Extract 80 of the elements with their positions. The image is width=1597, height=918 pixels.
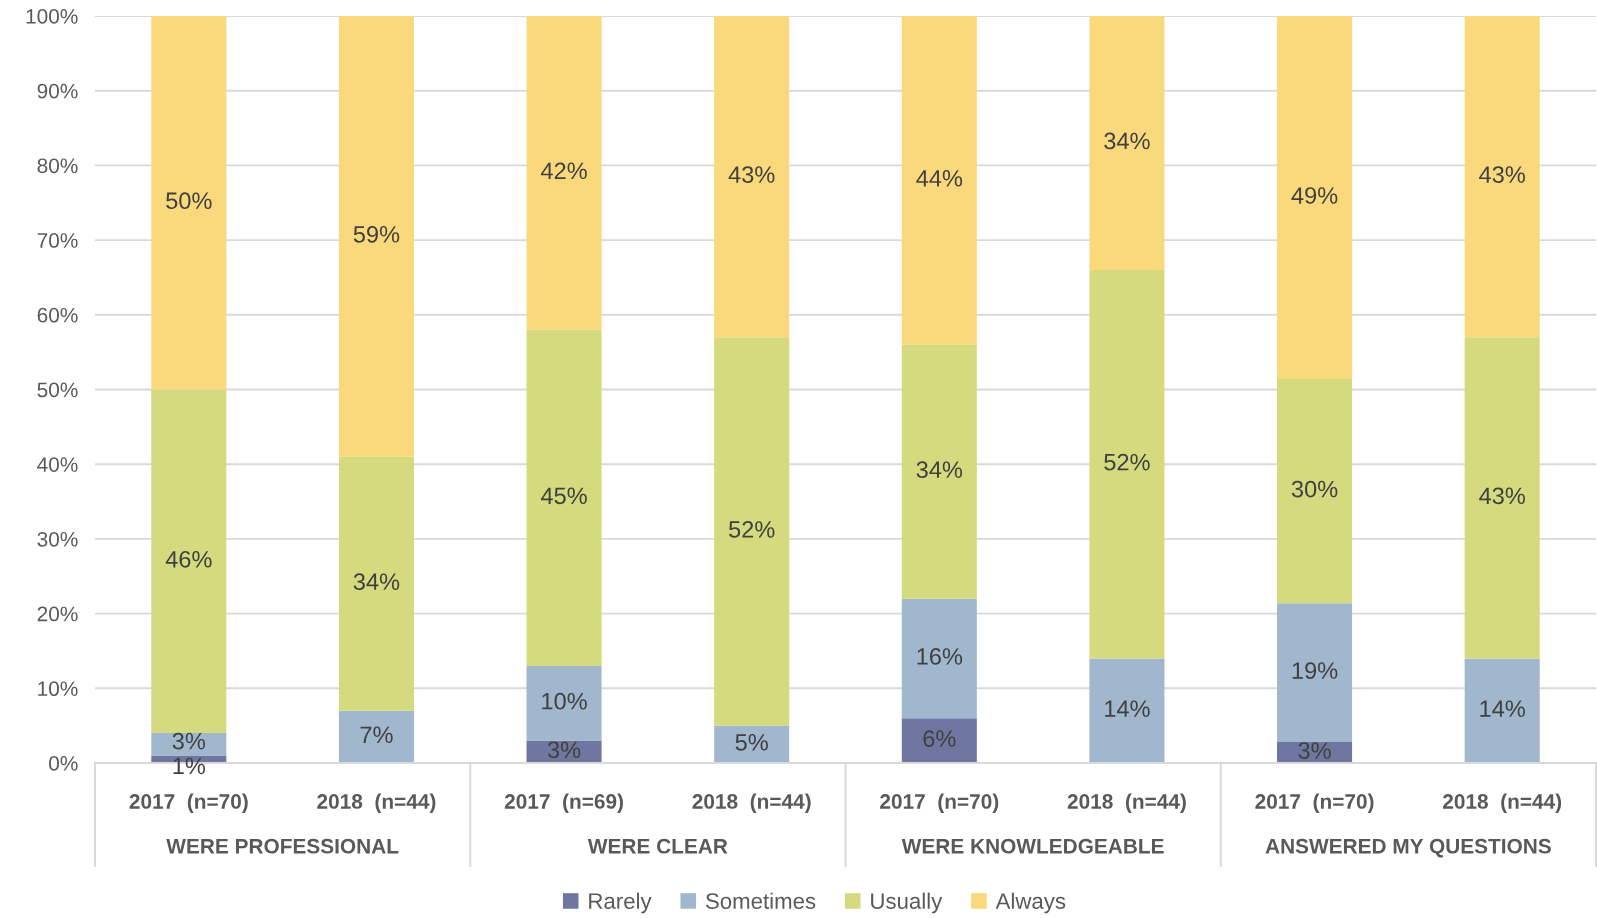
x-tick-label: 2018 (n=44) (317, 793, 436, 813)
data-label: 34% (1104, 132, 1150, 150)
data-label: 46% (165, 550, 212, 568)
bar (1277, 603, 1353, 743)
y-tick-label: 20% (37, 606, 78, 622)
bar (1089, 269, 1165, 659)
data-label: 52% (1104, 453, 1150, 471)
legend-label: Sometimes (705, 892, 816, 909)
y-tick-label: 10% (38, 681, 78, 697)
y-tick-label: 50% (37, 382, 78, 398)
bar (151, 16, 227, 390)
data-label: 43% (728, 166, 775, 183)
y-tick-label: 90% (37, 83, 78, 99)
text: WERE KNOWLEDGEABLE (901, 838, 1164, 854)
bar (1089, 658, 1165, 763)
bar (1464, 658, 1540, 763)
bar (338, 16, 414, 457)
data-label: 14% (1480, 700, 1525, 717)
data-label: 50% (166, 192, 212, 210)
bar (901, 718, 977, 763)
data-label: 16% (917, 648, 963, 665)
x-tick-label: 2017 (n=70) (880, 793, 999, 813)
data-label: 43% (1479, 487, 1525, 505)
x-tick-label: 2017 (n=70) (1255, 793, 1374, 813)
data-label: 44% (916, 170, 963, 187)
x-tick-label: 2017 (n=69) (504, 793, 623, 813)
y-tick-label: 70% (37, 233, 78, 248)
data-label: 59% (353, 225, 400, 243)
data-label: 6% (923, 730, 956, 747)
y-tick-label: 100% (26, 9, 78, 24)
text: ANSWERED MY QUESTIONS (1265, 838, 1551, 858)
x-tick-label: 2017 (n=70) (129, 793, 248, 813)
bar (1277, 16, 1353, 380)
bar (151, 389, 227, 734)
data-label: 45% (540, 487, 587, 505)
bar (526, 665, 602, 741)
data-label: 5% (735, 734, 768, 751)
bar (526, 16, 602, 330)
legend-label: Rarely (589, 892, 652, 914)
bar (1464, 337, 1540, 659)
y-tick-label: 0% (49, 756, 78, 771)
data-label: 14% (1105, 700, 1150, 717)
x-tick-label: 2018 (n=44) (692, 793, 811, 813)
y-tick-label: 40% (37, 457, 78, 472)
data-label: 30% (1291, 480, 1338, 498)
data-label: 43% (1479, 166, 1525, 183)
data-label: 34% (916, 461, 963, 479)
data-label: 19% (1292, 662, 1338, 679)
text: WERE PROFESSIONAL (166, 838, 399, 854)
bar (901, 344, 977, 599)
bar (151, 733, 227, 756)
x-tick-label: 2018 (n=44) (1067, 793, 1186, 813)
data-label: 7% (360, 726, 393, 744)
bar (526, 329, 602, 666)
x-tick-label: 2018 (n=44) (1442, 793, 1562, 813)
bar (1089, 16, 1165, 270)
data-label: 3% (547, 741, 581, 759)
bar (1277, 379, 1353, 604)
y-tick-label: 30% (37, 531, 78, 547)
bar (1464, 16, 1540, 338)
data-label: 3% (172, 732, 206, 750)
legend-label: Always (995, 892, 1066, 914)
bar (901, 598, 977, 719)
data-label: 1% (173, 757, 206, 775)
data-label: 10% (542, 692, 587, 710)
y-tick-label: 80% (37, 158, 78, 174)
data-label: 52% (729, 521, 775, 538)
bar (714, 337, 790, 726)
data-label: 3% (1298, 742, 1331, 759)
y-tick-label: 60% (37, 307, 78, 323)
legend-label: Usually (871, 892, 943, 914)
bar (338, 710, 414, 763)
text: WERE CLEAR (587, 838, 728, 854)
data-label: 49% (1291, 187, 1338, 204)
bar (714, 16, 790, 338)
data-label: 42% (540, 162, 587, 180)
bar (901, 16, 977, 345)
bar (338, 456, 414, 711)
data-label: 34% (353, 573, 400, 591)
bar (714, 725, 790, 763)
